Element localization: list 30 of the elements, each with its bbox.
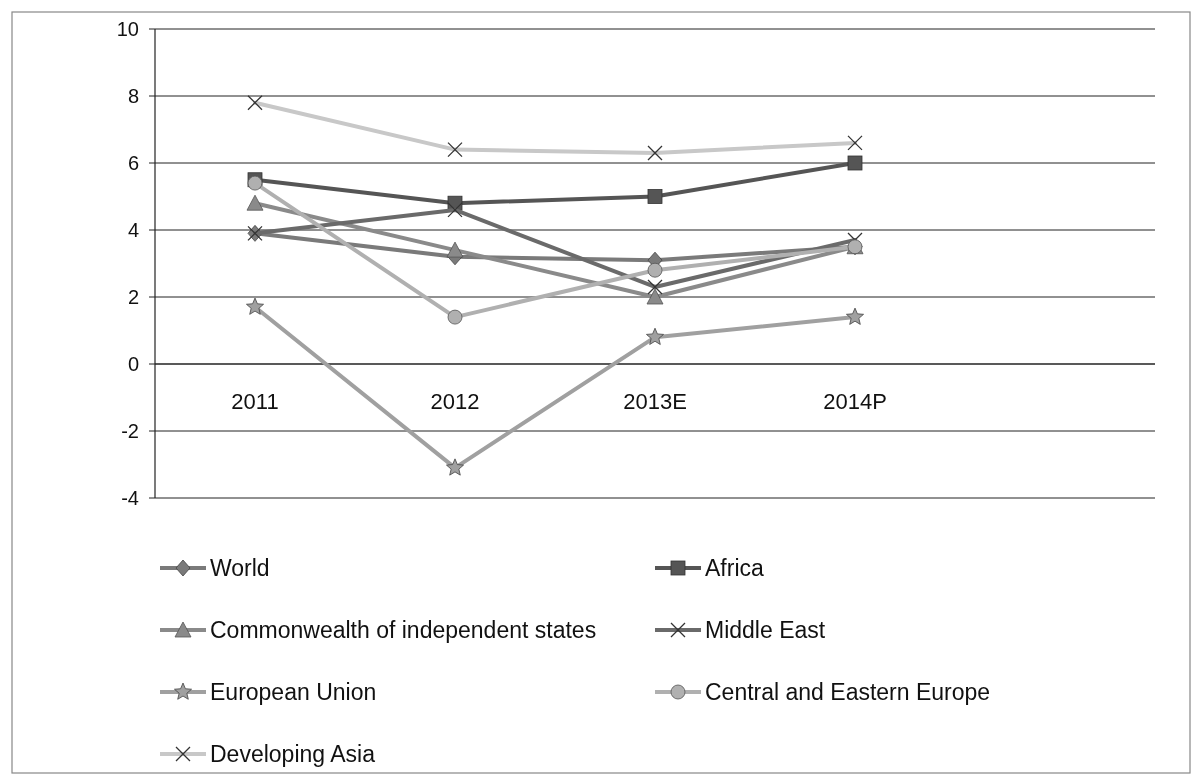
point [647,262,663,278]
legend-label: Africa [705,555,764,582]
legend-label: Central and Eastern Europe [705,679,991,706]
point [847,155,863,171]
point [647,189,663,204]
y-tick-label: 8 [127,85,139,107]
y-tick-label: 4 [127,219,139,241]
y-tick-label: 6 [127,152,139,174]
legend-label: World [210,555,270,582]
point [446,241,464,258]
y-tick-label: 2 [127,286,139,308]
y-tick-label: 10 [116,18,139,40]
point [246,194,264,211]
y-tick-label: -2 [121,420,139,442]
point [246,297,264,315]
legend-label: Developing Asia [210,741,376,768]
y-tick-label: 0 [127,353,139,375]
legend-label: Commonwealth of independent states [210,617,597,644]
legend-label: Middle East [705,617,826,644]
legend-label: European Union [210,679,377,706]
point [447,309,463,325]
point [646,327,664,345]
point [646,288,664,305]
x-tick-label: 2013E [623,389,687,414]
y-tick-label: -4 [121,487,139,509]
point [846,307,864,325]
x-tick-label: 2014P [823,389,887,414]
x-tick-label: 2011 [231,389,279,414]
point [446,458,464,476]
x-tick-label: 2012 [430,389,480,414]
